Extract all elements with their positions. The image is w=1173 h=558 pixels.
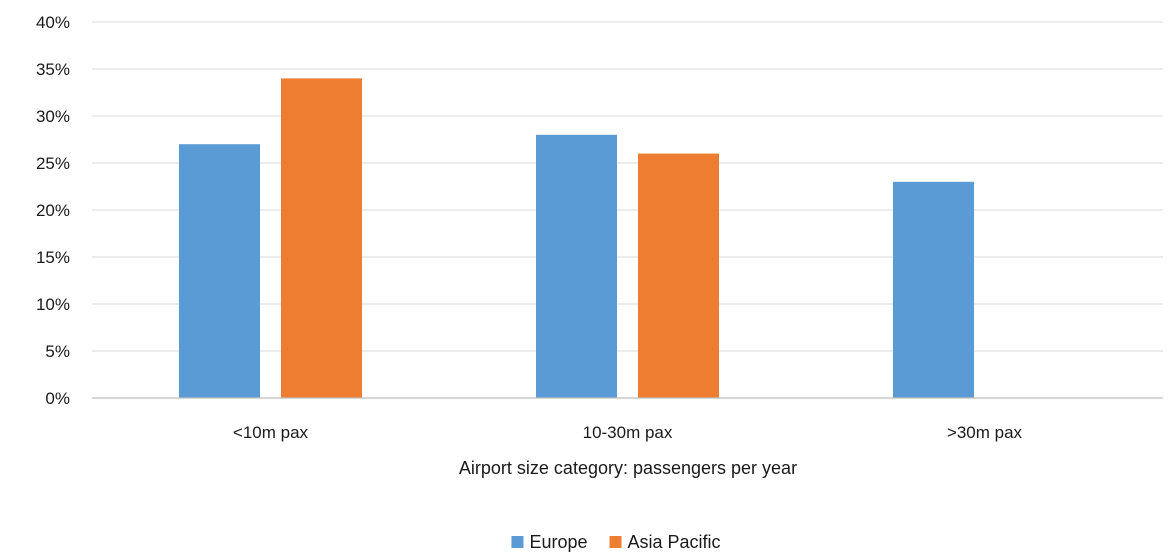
legend-swatch-europe: [511, 536, 524, 548]
y-tick-label: 35%: [36, 60, 70, 79]
x-tick-label: >30m pax: [947, 423, 1023, 442]
y-axis-tick-labels: 0% 5% 10% 15% 20% 25% 30% 35% 40%: [36, 13, 70, 408]
y-tick-label: 10%: [36, 295, 70, 314]
y-tick-label: 0%: [45, 389, 70, 408]
y-tick-label: 15%: [36, 248, 70, 267]
y-tick-label: 30%: [36, 107, 70, 126]
gridlines: [92, 21, 1163, 352]
x-tick-label: 10-30m pax: [583, 423, 673, 442]
bars: [179, 78, 974, 399]
bar-asia-pacific-1: [638, 153, 719, 398]
x-axis-title: Airport size category: passengers per ye…: [459, 458, 797, 478]
x-axis-tick-labels: <10m pax 10-30m pax >30m pax: [233, 423, 1023, 442]
bar-europe-1: [536, 134, 617, 399]
bar-europe-0: [179, 144, 260, 398]
legend-swatch-asia-pacific: [609, 536, 622, 548]
y-tick-label: 25%: [36, 154, 70, 173]
bar-europe-2: [893, 181, 974, 398]
y-tick-label: 5%: [45, 342, 70, 361]
y-tick-label: 40%: [36, 13, 70, 32]
legend-label: Asia Pacific: [628, 532, 721, 552]
y-tick-label: 20%: [36, 201, 70, 220]
legend-label: Europe: [529, 532, 587, 552]
bar-asia-pacific-0: [281, 78, 362, 399]
x-tick-label: <10m pax: [233, 423, 309, 442]
legend: Europe Asia Pacific: [511, 532, 721, 552]
